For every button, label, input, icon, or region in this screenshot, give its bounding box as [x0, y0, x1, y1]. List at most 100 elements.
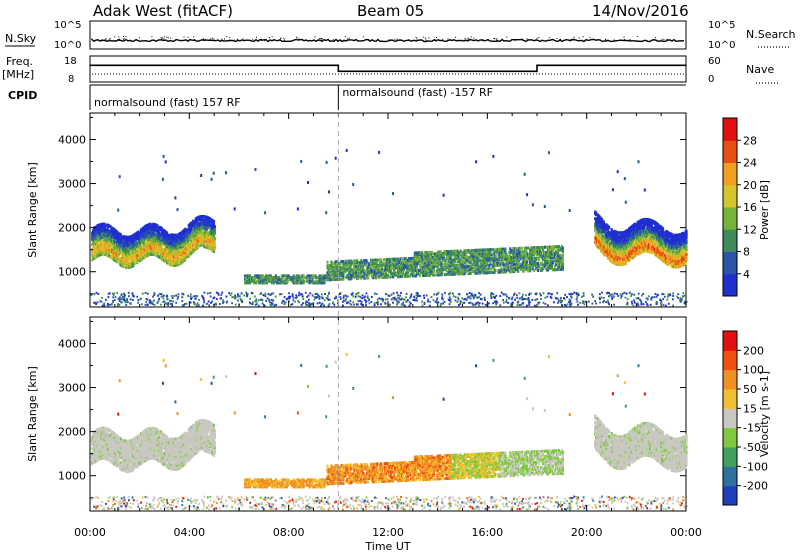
nsearch-dot	[572, 38, 574, 40]
echo-pixel	[438, 252, 441, 256]
nsearch-dot	[104, 38, 106, 40]
echo-pixel	[301, 277, 304, 281]
echo-pixel	[430, 250, 433, 254]
echo-pixel	[635, 231, 638, 235]
echo-pixel	[213, 228, 216, 232]
echo-pixel	[644, 221, 647, 225]
echo-pixel	[343, 263, 346, 267]
echo-pixel	[273, 279, 276, 283]
echo-pixel	[385, 274, 388, 277]
echo-pixel	[470, 256, 473, 260]
echo-pixel	[447, 251, 450, 255]
echo-pixel	[422, 252, 425, 256]
nsearch-dot	[496, 38, 498, 40]
echo-pixel	[350, 273, 353, 277]
echo-pixel	[421, 261, 424, 265]
echo-pixel	[427, 256, 430, 260]
echo-pixel	[361, 266, 364, 270]
freq-label-line1: Freq.	[6, 55, 33, 68]
echo-pixel	[178, 262, 181, 266]
echo-pixel	[151, 234, 154, 238]
echo-pixel	[675, 240, 678, 244]
echo-pixel	[206, 226, 209, 230]
echo-pixel	[269, 279, 272, 283]
echo-pixel	[128, 265, 131, 269]
nsearch-dot	[435, 39, 437, 41]
echo-pixel	[434, 257, 437, 261]
echo-pixel	[599, 238, 602, 242]
nsearch-dot	[252, 38, 254, 40]
nsearch-dot	[428, 37, 430, 39]
nsearch-dot	[436, 37, 437, 38]
echo-pixel	[321, 281, 324, 285]
echo-pixel	[387, 265, 390, 268]
echo-pixel	[477, 257, 480, 261]
echo-pixel	[201, 214, 204, 218]
echo-pixel	[396, 257, 400, 261]
echo-pixel	[352, 270, 355, 274]
echo-pixel	[633, 228, 636, 232]
echo-pixel	[674, 253, 678, 257]
nsearch-dot	[125, 36, 127, 38]
echo-pixel	[674, 258, 677, 262]
echo-pixel	[126, 255, 130, 259]
echo-pixel	[186, 240, 190, 244]
echo-pixel	[523, 269, 526, 273]
nsearch-dot	[123, 37, 125, 39]
echo-pixel	[644, 246, 647, 250]
echo-pixel	[448, 272, 451, 276]
nsearch-dot	[242, 38, 244, 40]
nsearch-dot	[599, 39, 601, 41]
echo-pixel	[375, 267, 378, 271]
echo-pixel	[300, 279, 303, 283]
echo-pixel	[171, 245, 174, 249]
echo-pixel	[443, 273, 446, 277]
echo-pixel	[376, 260, 379, 264]
echo-pixel	[292, 281, 295, 285]
echo-pixel	[346, 268, 349, 272]
nsearch-dot	[586, 39, 588, 41]
echo-pixel	[189, 234, 192, 237]
echo-pixel	[414, 269, 417, 273]
echo-pixel	[336, 263, 339, 267]
echo-pixel	[640, 249, 643, 252]
echo-pixel	[645, 238, 648, 241]
echo-pixel	[601, 234, 605, 238]
echo-pixel	[113, 257, 116, 261]
echo-pixel	[154, 223, 157, 227]
echo-pixel	[379, 261, 382, 265]
nsearch-dot	[493, 38, 495, 39]
echo-pixel	[460, 261, 463, 265]
echo-pixel	[203, 238, 206, 242]
echo-pixel	[329, 265, 332, 269]
nsearch-dot	[164, 36, 166, 38]
echo-pixel	[176, 260, 179, 263]
echo-pixel	[397, 268, 401, 272]
echo-pixel	[651, 251, 654, 255]
nsearch-dot	[416, 38, 418, 40]
echo-pixel	[465, 249, 468, 253]
echo-pixel	[415, 260, 418, 264]
echo-pixel	[469, 250, 472, 254]
echo-pixel	[194, 247, 197, 251]
echo-pixel	[383, 275, 386, 279]
echo-pixel	[254, 281, 258, 285]
echo-pixel	[392, 275, 395, 279]
echo-pixel	[406, 258, 410, 262]
echo-pixel	[372, 272, 375, 276]
nsearch-dot	[271, 36, 273, 38]
echo-pixel	[175, 246, 178, 250]
echo-pixel	[372, 265, 375, 269]
nsearch-tick-bottom: 10^0	[708, 40, 735, 51]
echo-pixel	[100, 232, 103, 236]
echo-pixel	[478, 266, 481, 270]
echo-pixel	[610, 229, 613, 233]
echo-pixel	[380, 260, 383, 264]
echo-pixel	[264, 276, 267, 280]
nsearch-dot	[114, 36, 116, 38]
nsearch-dot	[212, 37, 214, 39]
echo-pixel	[432, 266, 435, 270]
echo-pixel	[632, 239, 635, 242]
echo-pixel	[668, 240, 671, 243]
